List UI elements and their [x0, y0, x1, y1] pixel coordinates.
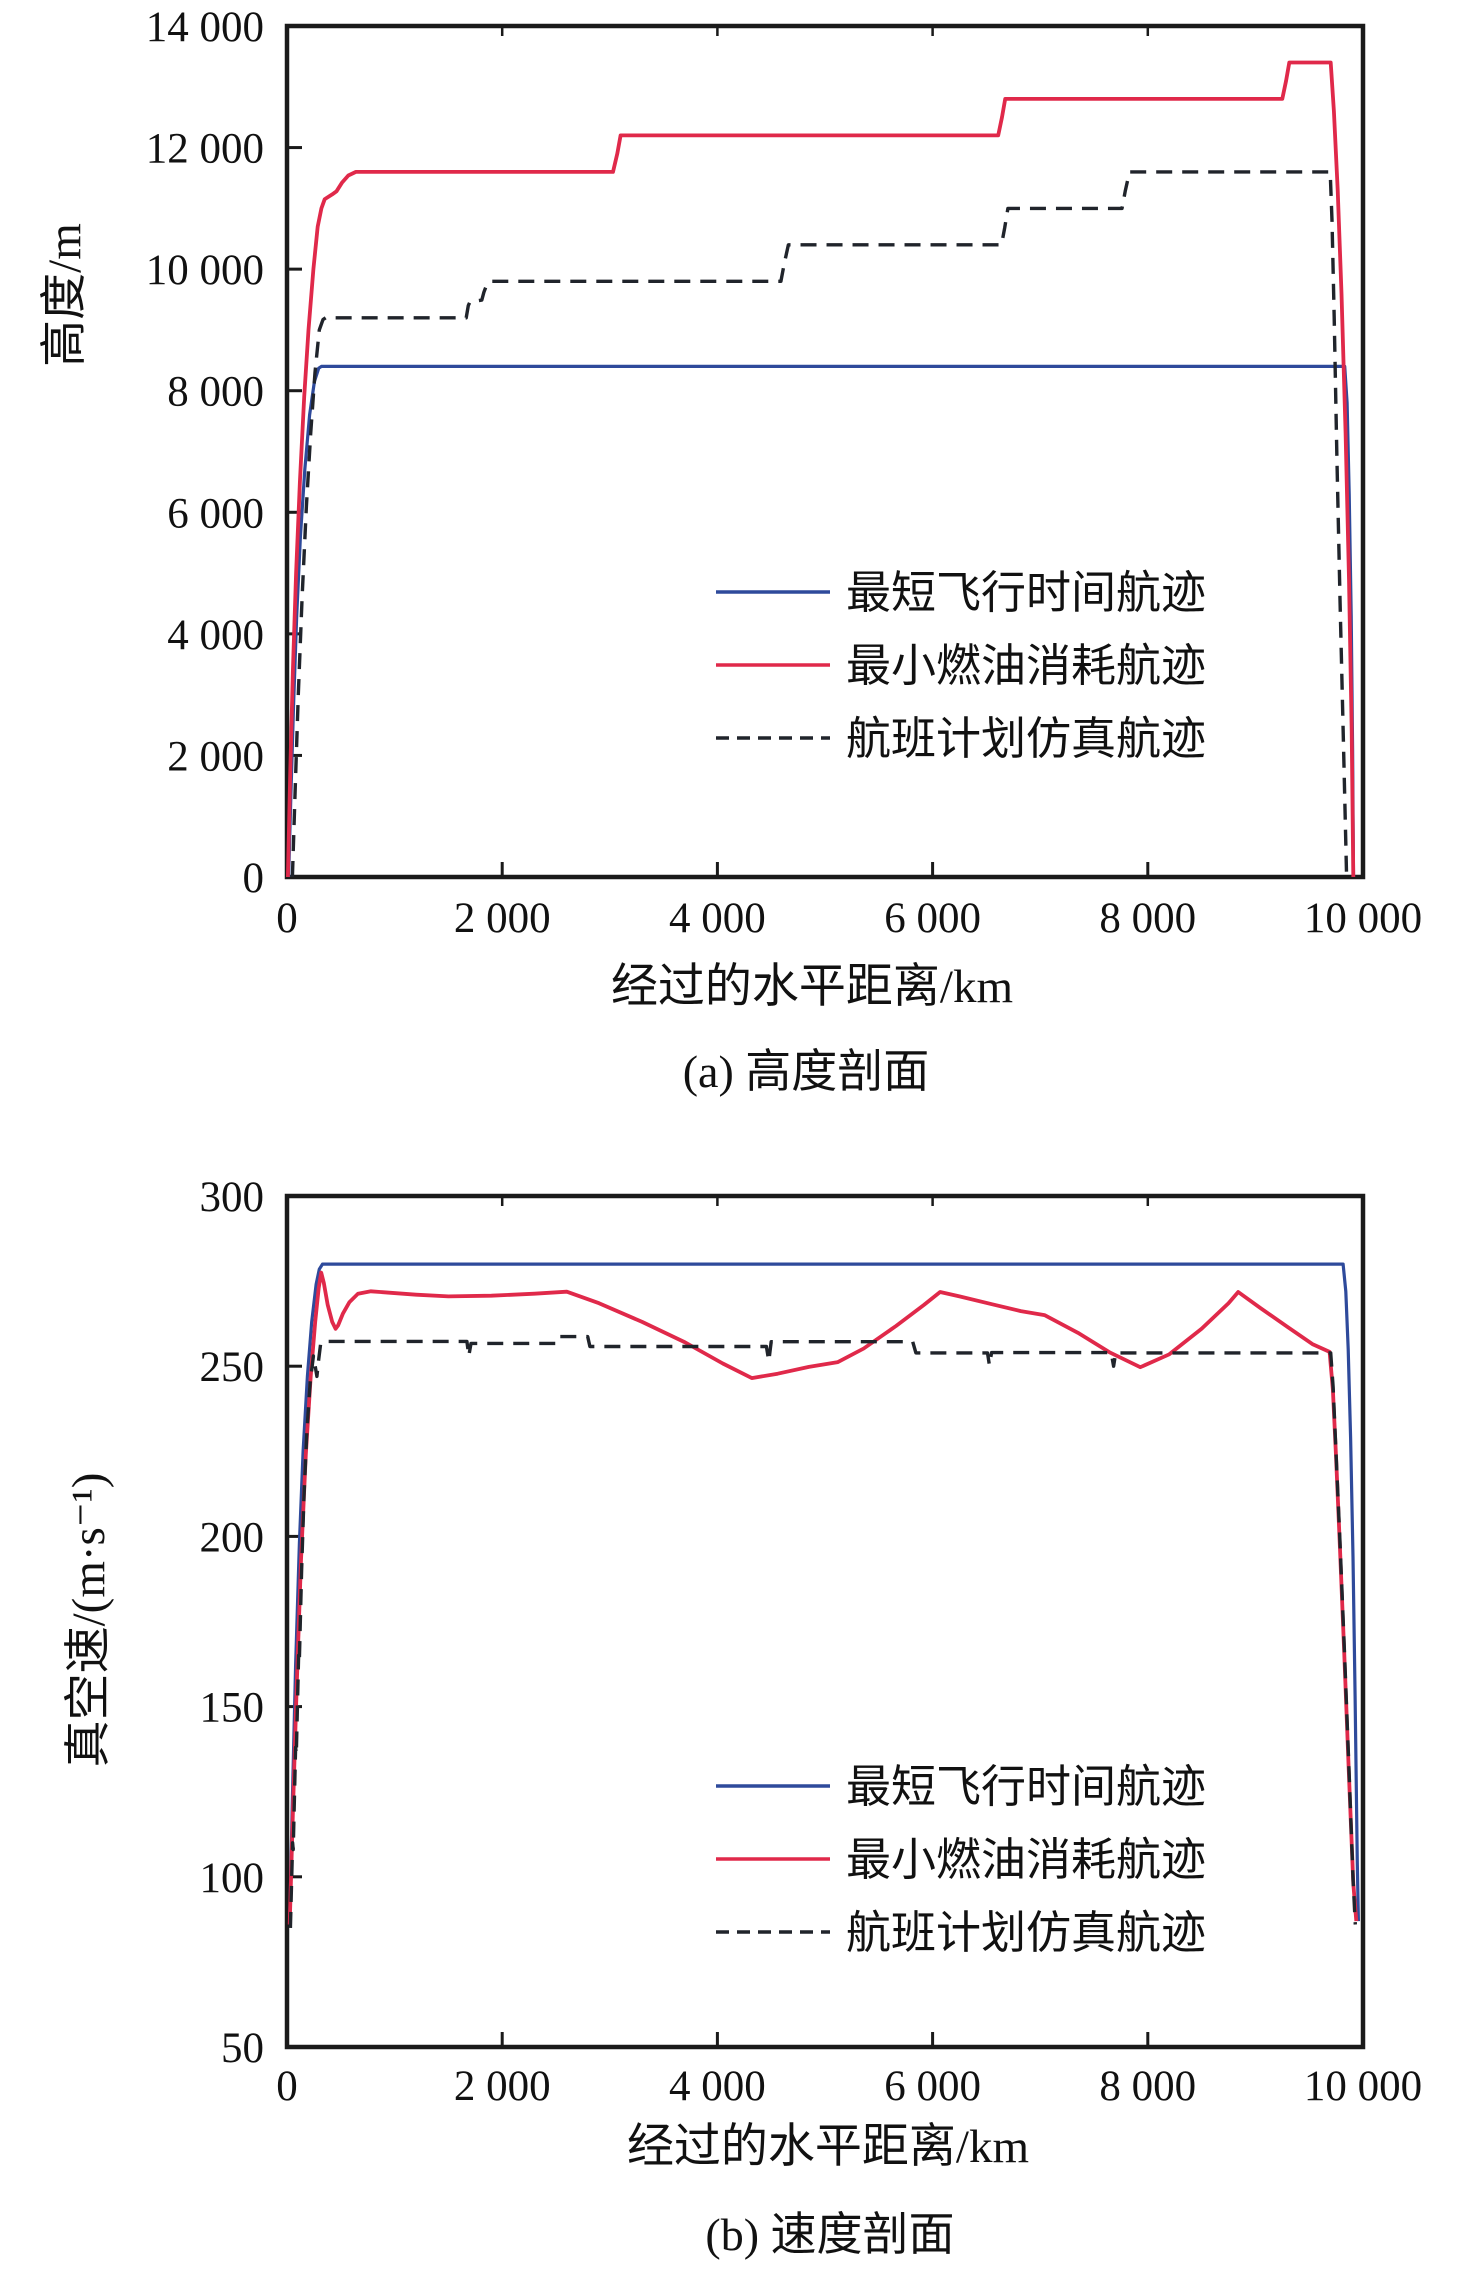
legend-label: 航班计划仿真航迹 [846, 1908, 1206, 1958]
x-axis-title: 经过的水平距离/km [611, 961, 1013, 1013]
speed-chart: 0 2 000 4 000 6 000 8 000 10 000 50 100 150 200 25… [63, 1174, 1422, 2260]
y-tick-label: 12 000 [146, 126, 264, 173]
y-tick-label: 50 [221, 2025, 264, 2072]
legend-label: 航班计划仿真航迹 [846, 714, 1206, 764]
plot-frame [284, 1193, 1366, 2050]
y-tick-label: 100 [200, 1855, 265, 1902]
y-tick-label: 8 000 [167, 369, 264, 416]
x-tick-label: 10 000 [1304, 895, 1422, 942]
axis-ticks: 0 2 000 4 000 6 000 8 000 10 000 50 100 150 200 25… [200, 1174, 1423, 2110]
y-tick-label: 4 000 [167, 612, 264, 659]
series-line-solid [287, 1270, 1359, 1925]
legend-label: 最小燃油消耗航迹 [846, 1835, 1206, 1885]
x-tick-label: 6 000 [884, 2063, 981, 2110]
x-tick-label: 0 [276, 895, 298, 942]
y-axis-title: 真空速/(m·s⁻¹) [63, 1473, 115, 1768]
legend-label: 最短飞行时间航迹 [846, 568, 1206, 618]
x-tick-label: 6 000 [884, 895, 981, 942]
series-line-solid [287, 364, 1356, 878]
plot-frame [284, 23, 1366, 880]
x-tick-label: 4 000 [669, 2063, 766, 2110]
y-axis-title: 高度/m [39, 223, 91, 367]
y-tick-label: 150 [200, 1685, 265, 1732]
y-tick-label: 2 000 [167, 733, 264, 780]
legend-label: 最短飞行时间航迹 [846, 1762, 1206, 1812]
series-line-solid [288, 1262, 1360, 1922]
altitude-chart: 0 2 000 4 000 6 000 8 000 10 000 0 2 000 4 000 6 … [39, 4, 1422, 1097]
y-tick-label: 10 000 [146, 247, 264, 294]
axis-ticks: 0 2 000 4 000 6 000 8 000 10 000 0 2 000 4 000 6 … [146, 4, 1422, 942]
series-line-solid [286, 60, 1356, 878]
y-tick-label: 300 [200, 1174, 265, 1221]
x-tick-label: 0 [276, 2063, 298, 2110]
y-tick-label: 200 [200, 1514, 265, 1561]
series-lines [286, 60, 1356, 878]
x-tick-label: 10 000 [1304, 2063, 1422, 2110]
subfigure-caption: (a) 高度剖面 [683, 1046, 930, 1097]
y-tick-label: 6 000 [167, 490, 264, 537]
x-tick-label: 4 000 [669, 895, 766, 942]
y-tick-label: 0 [243, 855, 265, 902]
series-lines [287, 1262, 1360, 1928]
series-line-dashed [290, 170, 1349, 878]
subfigure-caption: (b) 速度剖面 [705, 2209, 954, 2260]
x-axis-title: 经过的水平距离/km [627, 2121, 1029, 2173]
y-tick-label: 250 [200, 1344, 265, 1391]
x-tick-label: 2 000 [454, 895, 551, 942]
legend-label: 最小燃油消耗航迹 [846, 641, 1206, 691]
x-tick-label: 8 000 [1099, 895, 1196, 942]
y-tick-label: 14 000 [146, 4, 264, 51]
x-tick-label: 8 000 [1099, 2063, 1196, 2110]
series-line-dashed [288, 1334, 1357, 1928]
x-tick-label: 2 000 [454, 2063, 551, 2110]
